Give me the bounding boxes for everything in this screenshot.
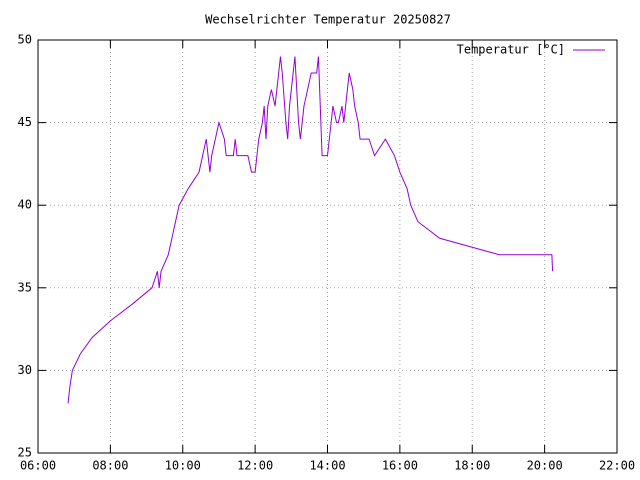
data-line bbox=[67, 56, 554, 404]
x-tick-label: 16:00 bbox=[382, 459, 418, 473]
legend-label: Temperatur [°C] bbox=[457, 43, 565, 57]
x-tick-label: 08:00 bbox=[92, 459, 128, 473]
y-tick-label: 45 bbox=[18, 115, 32, 129]
plot-border bbox=[37, 39, 618, 454]
y-tick-label: 30 bbox=[18, 363, 32, 377]
x-tick-label: 20:00 bbox=[527, 459, 563, 473]
x-tick-label: 22:00 bbox=[599, 459, 635, 473]
chart-title: Wechselrichter Temperatur 20250827 bbox=[205, 13, 451, 27]
y-tick-label: 40 bbox=[18, 198, 32, 212]
x-tick-label: 06:00 bbox=[20, 459, 56, 473]
y-tick-label: 25 bbox=[18, 446, 32, 460]
y-tick-label: 50 bbox=[18, 33, 32, 47]
x-tick-label: 14:00 bbox=[309, 459, 345, 473]
x-tick-label: 10:00 bbox=[165, 459, 201, 473]
x-tick-label: 18:00 bbox=[454, 459, 490, 473]
x-tick-label: 12:00 bbox=[237, 459, 273, 473]
y-tick-label: 35 bbox=[18, 280, 32, 294]
